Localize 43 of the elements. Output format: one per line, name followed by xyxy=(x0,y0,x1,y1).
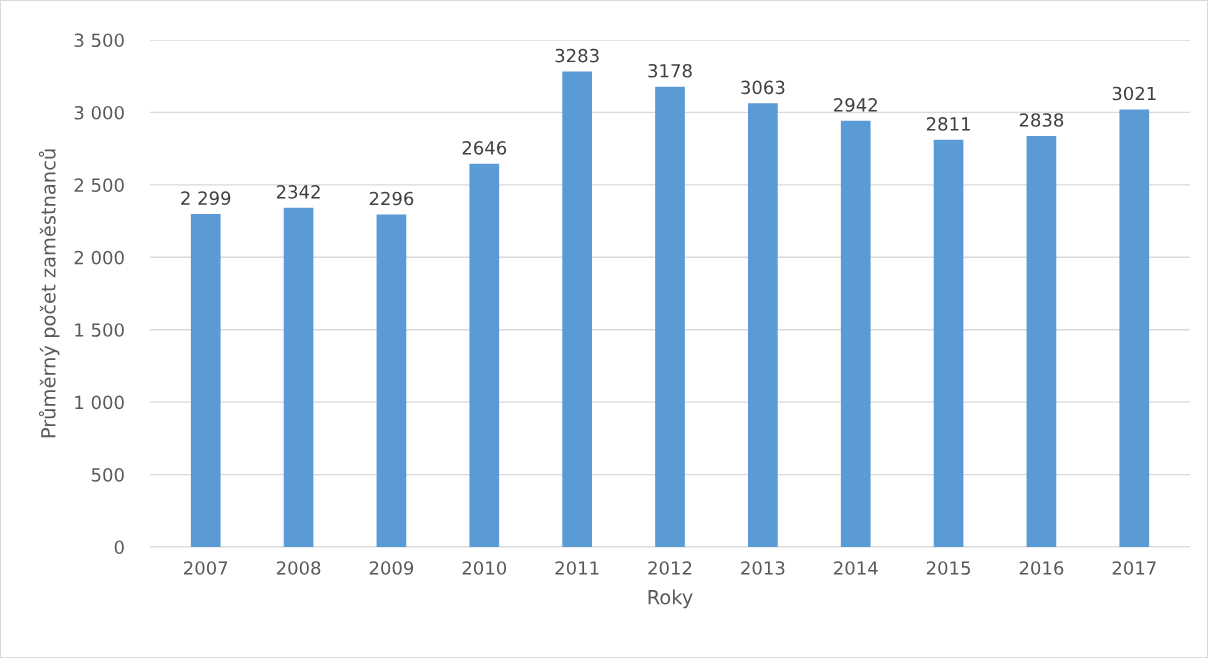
data-label: 3283 xyxy=(555,48,599,63)
data-label: 3063 xyxy=(741,80,785,95)
data-label: 2646 xyxy=(462,141,507,155)
x-axis-title: Roky xyxy=(648,589,693,609)
bar xyxy=(283,207,314,547)
x-tick-label: 2007 xyxy=(184,561,228,575)
data-label: 3178 xyxy=(648,63,692,78)
x-tick-label: 2017 xyxy=(1112,561,1156,575)
bar xyxy=(190,213,221,547)
bar xyxy=(840,120,871,547)
bar xyxy=(1119,109,1150,547)
bar xyxy=(562,71,592,547)
y-tick-label: 1 000 xyxy=(75,395,124,410)
bar xyxy=(469,163,500,547)
x-tick-label: 2008 xyxy=(276,561,321,575)
x-tick-label: 2016 xyxy=(1019,561,1064,575)
x-tick-label: 2015 xyxy=(926,561,970,575)
x-tick-label: 2013 xyxy=(741,561,785,575)
bar xyxy=(655,86,685,547)
bar xyxy=(748,103,778,547)
x-tick-label: 2009 xyxy=(369,561,414,575)
y-tick-label: 500 xyxy=(91,468,124,482)
data-label: 2296 xyxy=(369,191,414,206)
y-tick-label: 3 000 xyxy=(74,105,124,120)
y-tick-label: 1 500 xyxy=(75,323,124,337)
y-axis-title: Průměrný počet zaměstnanců xyxy=(38,149,60,438)
y-tick-label: 0 xyxy=(114,540,124,555)
y-tick-label: 3 500 xyxy=(74,33,124,48)
data-label: 3021 xyxy=(1112,86,1156,101)
x-tick-label: 2014 xyxy=(834,561,878,575)
x-tick-label: 2011 xyxy=(555,561,599,575)
x-tick-label: 2010 xyxy=(462,561,507,575)
data-label: 2811 xyxy=(926,117,970,131)
y-tick-label: 2 500 xyxy=(74,178,124,192)
data-label: 2942 xyxy=(834,98,877,112)
data-label: 2838 xyxy=(1019,113,1064,127)
bar xyxy=(376,214,407,547)
bar xyxy=(933,139,964,547)
bar xyxy=(1026,135,1057,547)
y-tick-label: 2 000 xyxy=(74,250,124,265)
data-label: 2342 xyxy=(276,185,320,199)
data-label: 2 299 xyxy=(181,191,231,205)
x-tick-label: 2012 xyxy=(648,561,692,575)
